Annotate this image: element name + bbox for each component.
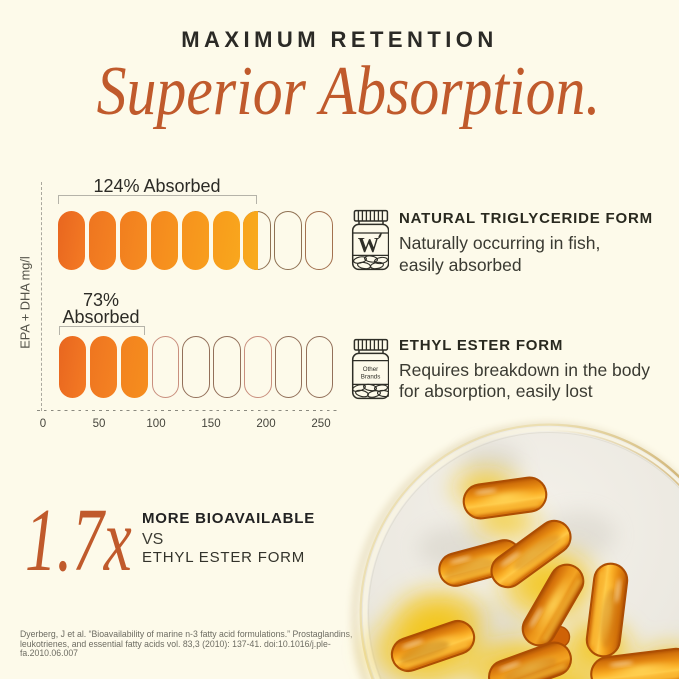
svg-text:Other: Other [363,366,378,373]
svg-text:Brands: Brands [361,374,381,381]
svg-text:W: W [358,233,380,257]
